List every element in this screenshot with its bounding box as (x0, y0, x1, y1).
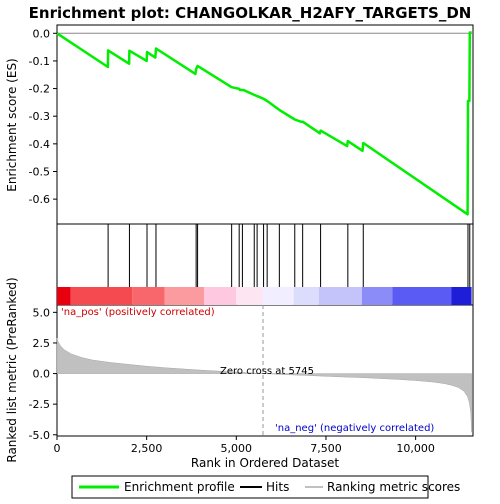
rank-gradient-segment (361, 287, 393, 305)
ranking-metric-series (56, 338, 472, 433)
rank-gradient-segment (132, 287, 165, 305)
x-tick-label: 7,500 (310, 442, 342, 455)
rank-gradient-segment (263, 287, 294, 305)
legend-enrichment-label: Enrichment profile (124, 480, 235, 494)
metric-y-tick-label: 5.0 (33, 306, 51, 319)
es-y-tick-label: -0.5 (29, 165, 50, 178)
metric-y-axis-label: Ranked list metric (PreRanked) (5, 277, 19, 462)
metric-y-tick-label: 0.0 (33, 368, 51, 381)
es-y-tick-label: -0.1 (29, 55, 50, 68)
chart-title: Enrichment plot: CHANGOLKAR_H2AFY_TARGET… (29, 4, 472, 22)
enrichment-profile-line (56, 31, 472, 216)
hit-lines (107, 224, 471, 287)
legend-hits-label: Hits (266, 480, 289, 494)
rank-gradient-segment (392, 287, 452, 305)
x-axis-ticks: 0 2,500 5,000 7,500 10,000 (54, 436, 435, 455)
rank-gradient-segment (164, 287, 205, 305)
es-y-tick-label: -0.4 (29, 138, 50, 151)
legend-metric-label: Ranking metric scores (327, 480, 460, 494)
rank-gradient-segment (236, 287, 264, 305)
zero-cross-annotation: Zero cross at 5745 (220, 366, 314, 377)
na-neg-annotation: 'na_neg' (negatively correlated) (275, 423, 434, 434)
enrichment-profile-series (56, 31, 472, 216)
rank-gradient-segment (293, 287, 319, 305)
es-y-tick-label: -0.3 (29, 110, 50, 123)
x-tick-label: 5,000 (221, 442, 253, 455)
rank-gradient-segment (70, 287, 133, 305)
rank-gradient-segment (57, 287, 71, 305)
es-y-tick-label: 0.0 (33, 27, 51, 40)
rank-gradient-segment (204, 287, 237, 305)
es-y-ticks: 0.0 -0.1 -0.2 -0.3 -0.4 -0.5 -0.6 (29, 27, 57, 206)
es-y-axis-label: Enrichment score (ES) (5, 58, 19, 191)
ranking-metric-area (56, 338, 472, 433)
rank-gradient-segment (318, 287, 362, 305)
es-y-tick-label: -0.2 (29, 83, 50, 96)
rank-gradient-segment (451, 287, 472, 305)
x-axis-label: Rank in Ordered Dataset (191, 456, 339, 470)
x-tick-label: 10,000 (396, 442, 435, 455)
x-tick-label: 0 (54, 442, 61, 455)
es-y-tick-label: -0.6 (29, 193, 50, 206)
x-tick-label: 2,500 (131, 442, 163, 455)
metric-y-ticks: 5.0 2.5 0.0 -2.5 -5.0 (29, 306, 57, 442)
metric-y-tick-label: -2.5 (29, 398, 50, 411)
metric-y-tick-label: 2.5 (33, 337, 51, 350)
rank-gradient-bar (57, 287, 472, 305)
metric-y-tick-label: -5.0 (29, 429, 50, 442)
na-pos-annotation: 'na_pos' (positively correlated) (61, 307, 215, 318)
